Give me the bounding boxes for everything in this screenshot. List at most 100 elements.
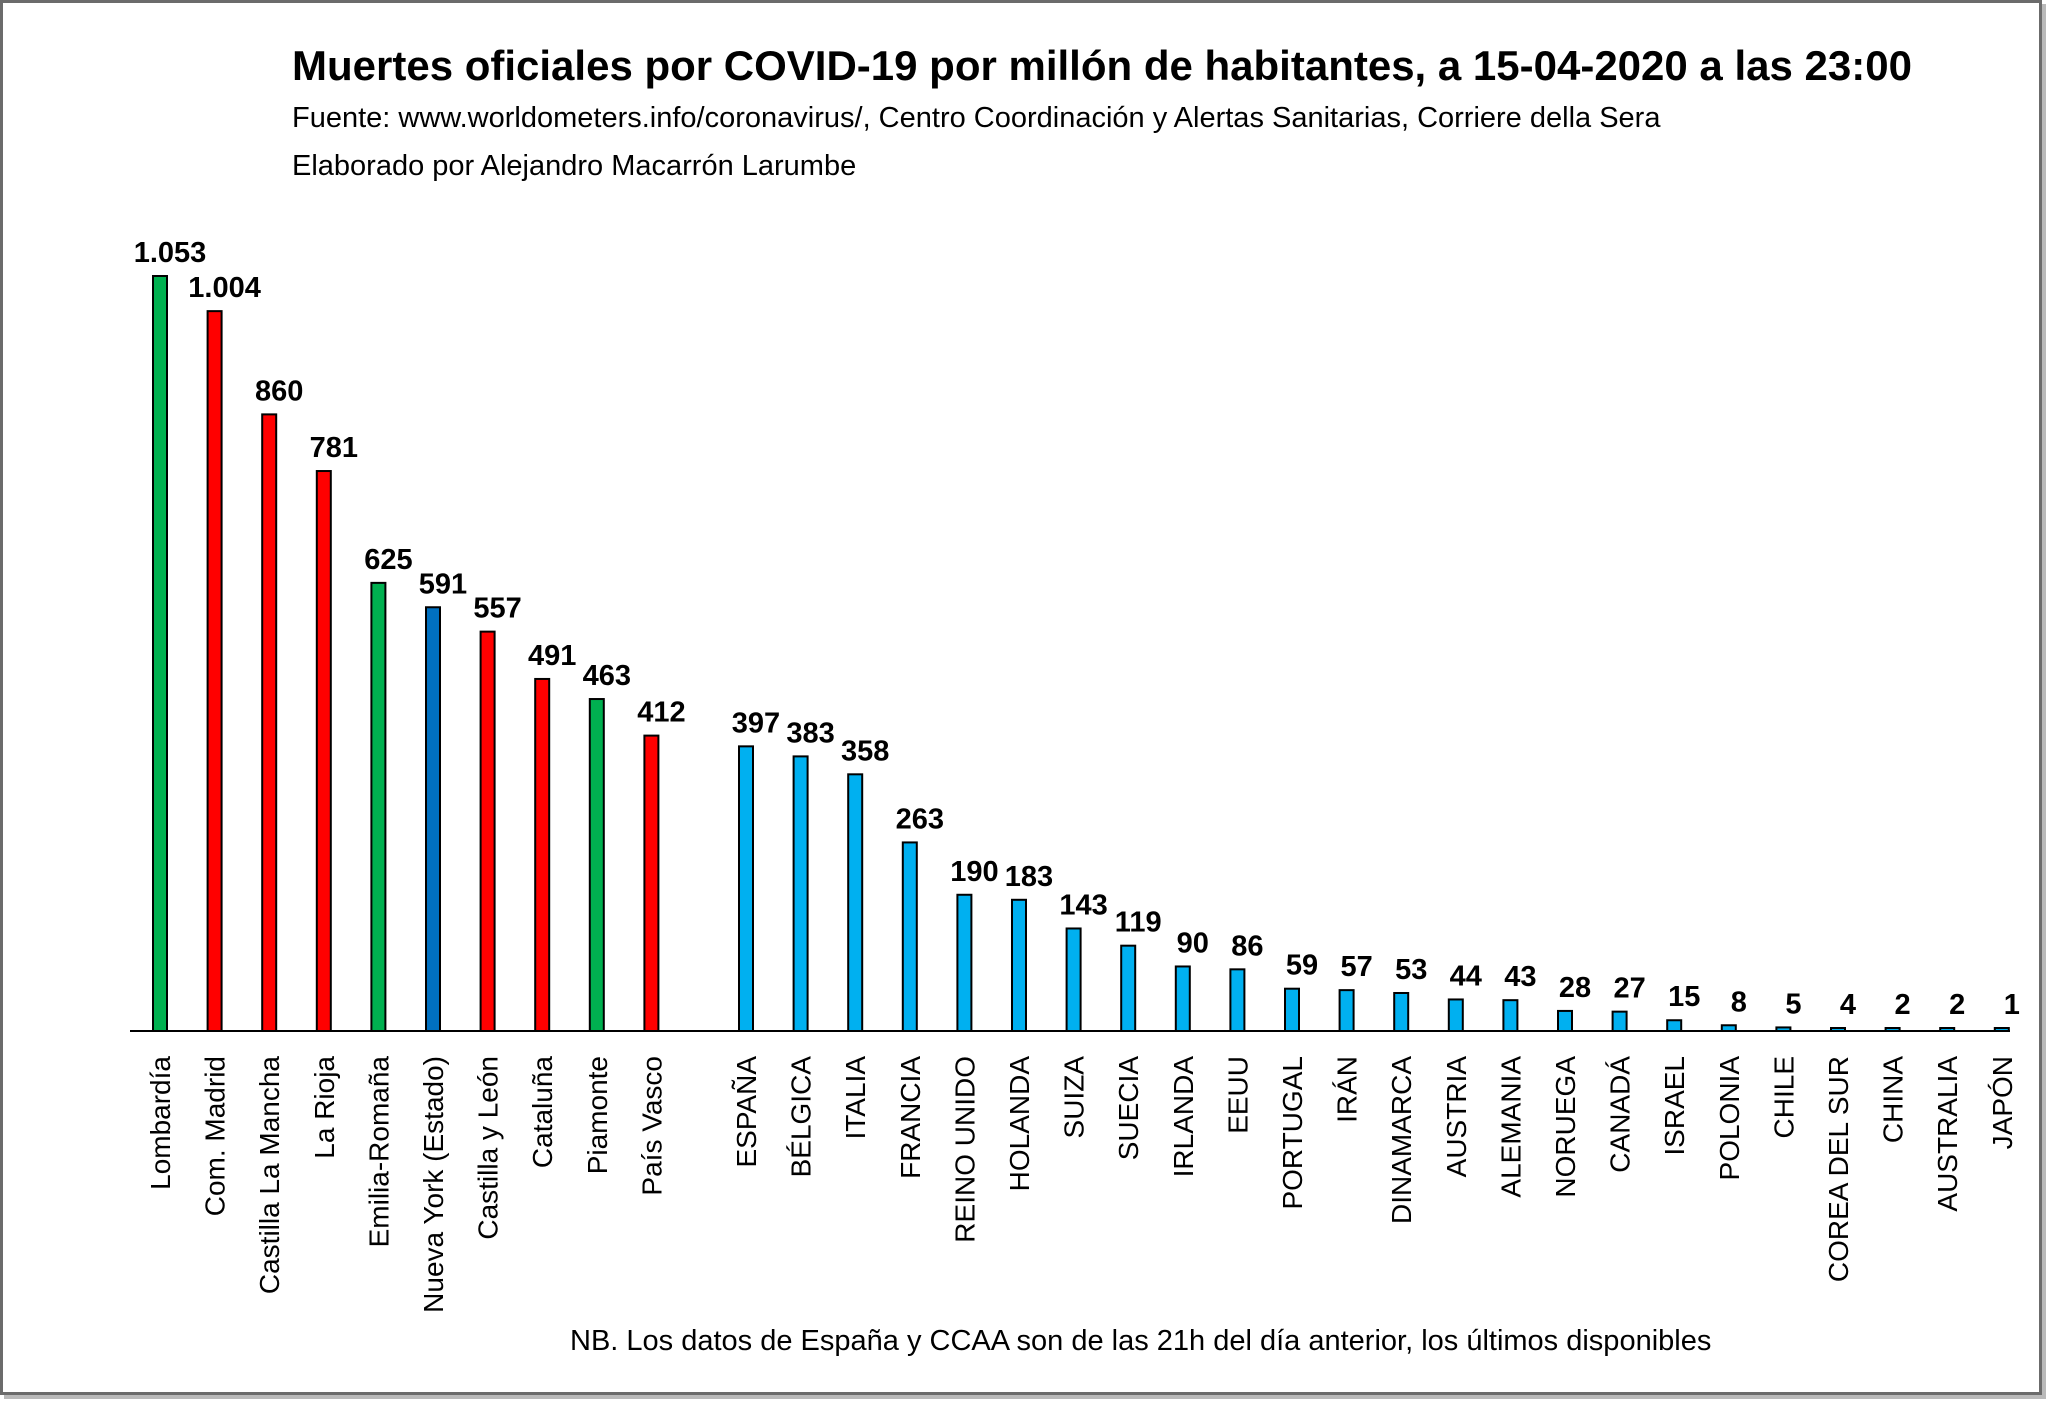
value-label-china: 2 bbox=[1895, 989, 1911, 1021]
value-label-holanda: 183 bbox=[1005, 861, 1053, 893]
value-label-polonia: 8 bbox=[1731, 986, 1747, 1018]
category-label-alemania: ALEMANIA bbox=[1495, 1056, 1526, 1198]
value-label-corea-del-sur: 4 bbox=[1840, 989, 1856, 1021]
bars-group bbox=[152, 275, 2010, 1033]
category-label-irlanda: IRLANDA bbox=[1168, 1056, 1199, 1178]
value-label-suiza: 143 bbox=[1059, 889, 1107, 921]
bar-israel bbox=[1666, 1019, 1683, 1032]
bar-castilla-la-mancha bbox=[261, 413, 278, 1033]
chart-subtitle: Fuente: www.worldometers.info/coronaviru… bbox=[292, 102, 1661, 134]
category-label-iran: IRÁN bbox=[1332, 1056, 1363, 1123]
bar-austria bbox=[1447, 998, 1464, 1032]
value-label-belgica: 383 bbox=[786, 717, 834, 749]
value-label-alemania: 43 bbox=[1504, 961, 1536, 993]
footnote: NB. Los datos de España y CCAA son de la… bbox=[570, 1325, 1711, 1357]
bar-pais-vasco bbox=[643, 734, 660, 1032]
category-label-castilla-y-leon: Castilla y León bbox=[473, 1056, 504, 1240]
category-label-francia: FRANCIA bbox=[895, 1056, 926, 1179]
category-label-emilia-romana: Emilia-Romaña bbox=[363, 1056, 394, 1248]
category-label-suiza: SUIZA bbox=[1059, 1056, 1090, 1139]
value-label-australia: 2 bbox=[1949, 989, 1965, 1021]
value-label-emilia-romana: 625 bbox=[364, 544, 412, 576]
value-label-chile: 5 bbox=[1785, 988, 1801, 1020]
category-label-reino-unido: REINO UNIDO bbox=[949, 1056, 980, 1243]
bar-holanda bbox=[1011, 898, 1027, 1033]
value-label-japon: 1 bbox=[2004, 989, 2020, 1021]
bar-noruega bbox=[1557, 1009, 1573, 1032]
bar-espana bbox=[738, 745, 754, 1032]
value-label-nueva-york-estado: 591 bbox=[419, 568, 467, 600]
value-label-piamonte: 463 bbox=[583, 660, 631, 692]
category-label-china: CHINA bbox=[1878, 1056, 1909, 1143]
bar-cataluna bbox=[534, 677, 551, 1033]
category-label-eeuu: EEUU bbox=[1222, 1056, 1253, 1134]
category-label-belgica: BÉLGICA bbox=[786, 1056, 817, 1178]
value-label-iran: 57 bbox=[1340, 951, 1372, 983]
value-label-noruega: 28 bbox=[1559, 972, 1591, 1004]
chart-title: Muertes oficiales por COVID-19 por milló… bbox=[292, 42, 1912, 89]
value-label-portugal: 59 bbox=[1286, 950, 1318, 982]
value-label-eeuu: 86 bbox=[1231, 930, 1263, 962]
bar-lombardia bbox=[152, 275, 168, 1032]
bar-italia bbox=[847, 773, 864, 1032]
category-label-chile: CHILE bbox=[1768, 1056, 1799, 1138]
category-label-australia: AUSTRALIA bbox=[1932, 1056, 1963, 1212]
category-label-castilla-la-mancha: Castilla La Mancha bbox=[254, 1056, 285, 1295]
category-label-noruega: NORUEGA bbox=[1550, 1056, 1581, 1198]
bar-suiza bbox=[1065, 927, 1082, 1032]
category-label-israel: ISRAEL bbox=[1659, 1056, 1690, 1156]
value-label-dinamarca: 53 bbox=[1395, 954, 1427, 986]
category-label-piamonte: Piamonte bbox=[582, 1056, 613, 1174]
category-label-austria: AUSTRIA bbox=[1441, 1056, 1472, 1178]
bar-castilla-y-leon bbox=[479, 630, 496, 1032]
value-label-pais-vasco: 412 bbox=[637, 697, 685, 729]
value-label-la-rioja: 781 bbox=[310, 432, 358, 464]
bar-iran bbox=[1338, 989, 1355, 1032]
bar-portugal bbox=[1284, 987, 1300, 1033]
bar-la-rioja bbox=[315, 470, 332, 1032]
value-label-castilla-la-mancha: 860 bbox=[255, 375, 303, 407]
chart-author: Elaborado por Alejandro Macarrón Larumbe bbox=[292, 150, 856, 182]
category-label-cataluna: Cataluña bbox=[527, 1056, 558, 1169]
category-labels-group: Lombardía Com. Madrid Castilla La Mancha La… bbox=[145, 1056, 2018, 1313]
value-label-lombardia: 1.053 bbox=[134, 237, 207, 269]
category-label-espana: ESPAÑA bbox=[731, 1056, 762, 1168]
bar-com-madrid bbox=[206, 310, 223, 1033]
value-label-austria: 44 bbox=[1450, 960, 1482, 992]
category-label-la-rioja: La Rioja bbox=[309, 1056, 340, 1159]
value-label-italia: 358 bbox=[841, 735, 889, 767]
bar-belgica bbox=[792, 755, 809, 1032]
category-label-pais-vasco: País Vasco bbox=[636, 1056, 667, 1196]
category-label-corea-del-sur: COREA DEL SUR bbox=[1823, 1056, 1854, 1282]
bar-francia bbox=[901, 841, 918, 1033]
bar-piamonte bbox=[588, 698, 605, 1032]
category-label-holanda: HOLANDA bbox=[1004, 1056, 1035, 1192]
value-label-francia: 263 bbox=[896, 803, 944, 835]
value-label-com-madrid: 1.004 bbox=[188, 272, 261, 304]
category-label-italia: ITALIA bbox=[840, 1056, 871, 1140]
value-label-cataluna: 491 bbox=[528, 640, 576, 672]
value-label-suecia: 119 bbox=[1115, 907, 1162, 939]
category-label-lombardia: Lombardía bbox=[145, 1056, 176, 1190]
category-label-suecia: SUECIA bbox=[1113, 1056, 1144, 1161]
value-label-irlanda: 90 bbox=[1177, 927, 1209, 959]
category-label-canada: CANADÁ bbox=[1605, 1056, 1636, 1173]
value-label-israel: 15 bbox=[1668, 981, 1700, 1013]
value-label-espana: 397 bbox=[732, 707, 780, 739]
category-label-nueva-york-estado: Nueva York (Estado) bbox=[418, 1056, 449, 1313]
category-label-japon: JAPÓN bbox=[1987, 1056, 2018, 1149]
bar-canada bbox=[1611, 1010, 1628, 1033]
category-label-polonia: POLONIA bbox=[1714, 1056, 1745, 1181]
value-label-reino-unido: 190 bbox=[950, 856, 998, 888]
category-label-portugal: PORTUGAL bbox=[1277, 1056, 1308, 1210]
bar-dinamarca bbox=[1393, 991, 1410, 1032]
bar-nueva-york-estado bbox=[425, 606, 441, 1032]
bar-emilia-romana bbox=[370, 581, 387, 1033]
bar-eeuu bbox=[1229, 968, 1246, 1032]
bar-irlanda bbox=[1174, 965, 1191, 1033]
bar-alemania bbox=[1502, 999, 1519, 1033]
category-label-dinamarca: DINAMARCA bbox=[1386, 1056, 1417, 1224]
